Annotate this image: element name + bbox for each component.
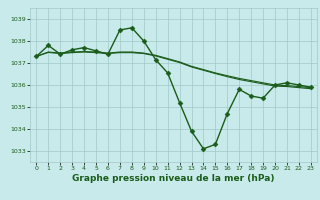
X-axis label: Graphe pression niveau de la mer (hPa): Graphe pression niveau de la mer (hPa): [72, 174, 275, 183]
